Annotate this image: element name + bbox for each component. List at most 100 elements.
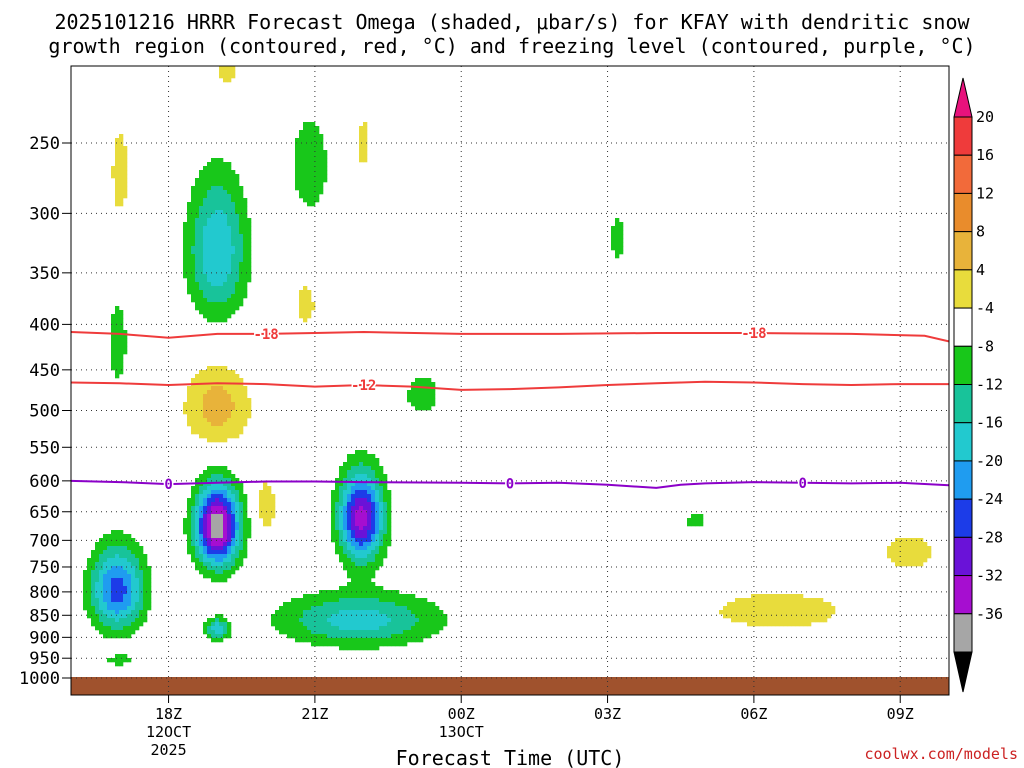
omega-cell bbox=[419, 618, 424, 623]
omega-cell bbox=[231, 310, 236, 315]
omega-cell bbox=[391, 634, 396, 639]
omega-cell bbox=[187, 546, 192, 551]
omega-cell bbox=[223, 398, 228, 403]
omega-cell bbox=[107, 558, 112, 563]
omega-cell bbox=[359, 458, 364, 463]
omega-cell bbox=[203, 402, 208, 407]
omega-cell bbox=[363, 130, 368, 135]
omega-cell bbox=[319, 146, 324, 151]
omega-cell bbox=[303, 162, 308, 167]
omega-cell bbox=[131, 598, 136, 603]
omega-cell bbox=[291, 610, 296, 615]
omega-cell bbox=[215, 394, 220, 399]
omega-cell bbox=[743, 614, 748, 619]
omega-cell bbox=[407, 638, 412, 643]
omega-cell bbox=[203, 394, 208, 399]
omega-cell bbox=[239, 394, 244, 399]
omega-cell bbox=[359, 626, 364, 631]
omega-cell bbox=[235, 554, 240, 559]
omega-cell bbox=[99, 610, 104, 615]
omega-cell bbox=[203, 542, 208, 547]
omega-cell bbox=[307, 134, 312, 139]
omega-cell bbox=[339, 470, 344, 475]
omega-cell bbox=[239, 406, 244, 411]
omega-cell bbox=[227, 422, 232, 427]
omega-cell bbox=[311, 198, 316, 203]
omega-cell bbox=[219, 158, 224, 163]
omega-cell bbox=[771, 610, 776, 615]
omega-cell bbox=[199, 222, 204, 227]
omega-cell bbox=[207, 230, 212, 235]
omega-cell bbox=[127, 566, 132, 571]
omega-cell bbox=[791, 602, 796, 607]
credit-link[interactable]: coolwx.com/models bbox=[864, 745, 1018, 763]
omega-cell bbox=[739, 614, 744, 619]
omega-cell bbox=[331, 622, 336, 627]
omega-cell bbox=[219, 474, 224, 479]
omega-cell bbox=[223, 418, 228, 423]
omega-cell bbox=[279, 622, 284, 627]
omega-cell bbox=[899, 546, 904, 551]
omega-cell bbox=[115, 150, 120, 155]
omega-cell bbox=[191, 406, 196, 411]
omega-cell bbox=[427, 630, 432, 635]
omega-cell bbox=[299, 194, 304, 199]
omega-cell bbox=[755, 618, 760, 623]
omega-cell bbox=[347, 514, 352, 519]
omega-cell bbox=[315, 154, 320, 159]
omega-cell bbox=[731, 614, 736, 619]
omega-cell bbox=[227, 546, 232, 551]
omega-cell bbox=[227, 398, 232, 403]
omega-cell bbox=[187, 506, 192, 511]
omega-cell bbox=[219, 306, 224, 311]
omega-cell bbox=[379, 466, 384, 471]
omega-cell bbox=[191, 550, 196, 555]
omega-cell bbox=[243, 282, 248, 287]
omega-cell bbox=[103, 550, 108, 555]
omega-cell bbox=[407, 594, 412, 599]
omega-cell bbox=[199, 282, 204, 287]
omega-cell bbox=[83, 590, 88, 595]
omega-cell bbox=[219, 274, 224, 279]
omega-cell bbox=[919, 542, 924, 547]
omega-cell bbox=[383, 594, 388, 599]
omega-cell bbox=[243, 278, 248, 283]
omega-cell bbox=[211, 198, 216, 203]
omega-cell bbox=[387, 606, 392, 611]
omega-cell bbox=[103, 590, 108, 595]
omega-cell bbox=[211, 390, 216, 395]
omega-cell bbox=[207, 198, 212, 203]
omega-cell bbox=[311, 610, 316, 615]
omega-cell bbox=[187, 202, 192, 207]
omega-cell bbox=[375, 634, 380, 639]
omega-cell bbox=[191, 222, 196, 227]
omega-cell bbox=[215, 162, 220, 167]
omega-cell bbox=[395, 634, 400, 639]
omega-cell bbox=[223, 570, 228, 575]
omega-cell bbox=[415, 606, 420, 611]
omega-cell bbox=[367, 590, 372, 595]
omega-cell bbox=[303, 294, 308, 299]
omega-cell bbox=[387, 526, 392, 531]
omega-cell bbox=[99, 606, 104, 611]
omega-cell bbox=[371, 606, 376, 611]
omega-cell bbox=[243, 286, 248, 291]
omega-cell bbox=[231, 550, 236, 555]
omega-cell bbox=[367, 506, 372, 511]
omega-cell bbox=[199, 170, 204, 175]
omega-cell bbox=[287, 622, 292, 627]
omega-cell bbox=[267, 502, 272, 507]
omega-cell bbox=[751, 606, 756, 611]
omega-cell bbox=[787, 622, 792, 627]
omega-cell bbox=[295, 602, 300, 607]
omega-cell bbox=[247, 534, 252, 539]
omega-cell bbox=[791, 610, 796, 615]
omega-cell bbox=[231, 298, 236, 303]
omega-cell bbox=[219, 210, 224, 215]
omega-cell bbox=[347, 626, 352, 631]
omega-cell bbox=[383, 630, 388, 635]
omega-cell bbox=[375, 594, 380, 599]
omega-cell bbox=[119, 362, 124, 367]
omega-cell bbox=[87, 570, 92, 575]
